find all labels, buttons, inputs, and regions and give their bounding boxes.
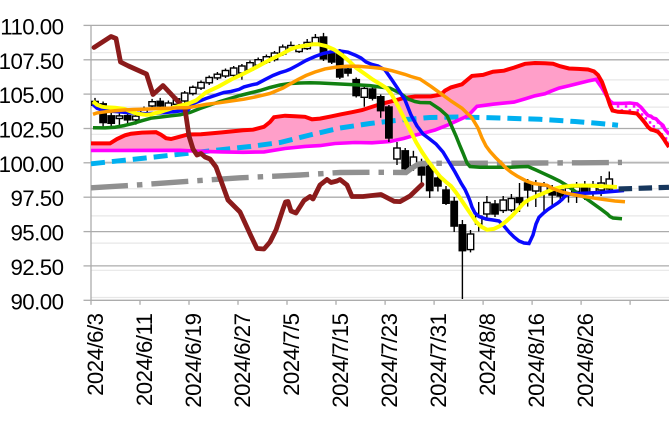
svg-text:95.00: 95.00 [10, 221, 63, 246]
svg-text:107.50: 107.50 [0, 49, 64, 74]
svg-text:105.00: 105.00 [0, 83, 64, 108]
svg-text:110.00: 110.00 [0, 14, 63, 39]
svg-text:100.00: 100.00 [0, 152, 64, 177]
svg-text:2024/7/31: 2024/7/31 [426, 313, 451, 407]
svg-text:97.50: 97.50 [10, 186, 63, 211]
svg-text:2024/7/5: 2024/7/5 [279, 313, 304, 396]
svg-text:2024/6/27: 2024/6/27 [230, 313, 255, 407]
svg-text:2024/8/26: 2024/8/26 [573, 313, 598, 407]
svg-text:2024/6/3: 2024/6/3 [83, 313, 108, 396]
svg-text:102.50: 102.50 [0, 118, 64, 143]
svg-text:2024/7/15: 2024/7/15 [328, 313, 353, 407]
svg-text:2024/6/11: 2024/6/11 [132, 313, 157, 406]
svg-text:2024/8/8: 2024/8/8 [475, 313, 500, 396]
svg-text:90.00: 90.00 [10, 289, 63, 314]
svg-text:2024/7/23: 2024/7/23 [377, 313, 402, 407]
svg-text:92.50: 92.50 [10, 255, 63, 280]
svg-text:2024/8/16: 2024/8/16 [524, 313, 549, 407]
svg-text:2024/6/19: 2024/6/19 [181, 313, 206, 407]
